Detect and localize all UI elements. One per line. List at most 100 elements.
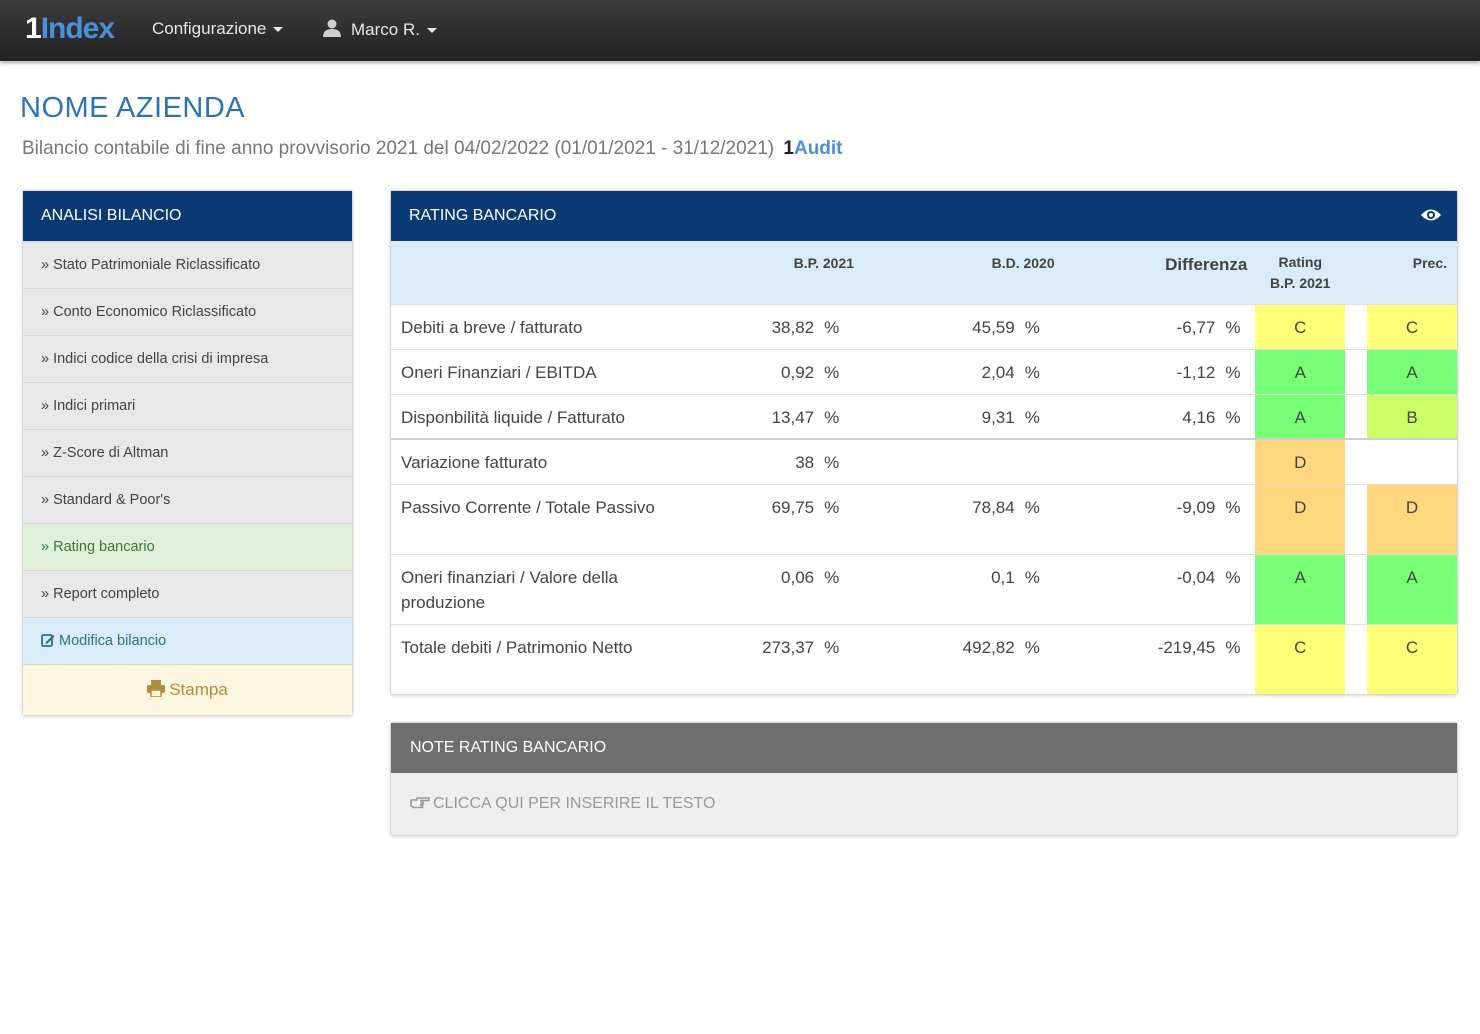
sidebar-item-z-score[interactable]: » Z-Score di Altman bbox=[23, 429, 352, 476]
table-row: Oneri Finanziari / EBITDA 0,92 % 2,04 % … bbox=[391, 348, 1457, 394]
row-diff-value: -0,04 bbox=[1062, 553, 1224, 624]
top-navbar: 1Index Configurazione Marco R. bbox=[0, 0, 1480, 61]
config-menu[interactable]: Configurazione bbox=[152, 19, 284, 39]
edit-icon bbox=[41, 634, 55, 647]
row-label: Passivo Corrente / Totale Passivo bbox=[391, 483, 657, 554]
row-bp-value: 38 bbox=[656, 438, 823, 484]
row-diff-value bbox=[1062, 438, 1224, 484]
table-row: Oneri finanziari / Valore della produzio… bbox=[391, 553, 1457, 624]
row-diff-unit: % bbox=[1223, 303, 1256, 349]
eye-icon[interactable] bbox=[1421, 208, 1441, 222]
row-gap bbox=[1345, 438, 1368, 484]
row-label: Debiti a breve / fatturato bbox=[391, 303, 657, 349]
row-bd-value: 0,1 bbox=[862, 553, 1023, 624]
row-prec-grade: A bbox=[1367, 553, 1457, 624]
row-label: Oneri finanziari / Valore della produzio… bbox=[391, 553, 657, 624]
row-bp-unit: % bbox=[822, 553, 863, 624]
user-menu[interactable]: Marco R. bbox=[323, 19, 437, 40]
sidebar-item-standard-poors[interactable]: » Standard & Poor's bbox=[23, 476, 352, 523]
print-label: Stampa bbox=[169, 680, 228, 699]
sidebar-item-rating-bancario[interactable]: » Rating bancario bbox=[23, 523, 352, 570]
row-bd-value bbox=[862, 438, 1023, 484]
row-bp-value: 0,06 bbox=[656, 553, 823, 624]
row-bd-unit: % bbox=[1022, 483, 1063, 554]
row-label: Totale debiti / Patrimonio Netto bbox=[391, 623, 657, 694]
hand-pointer-icon bbox=[410, 797, 430, 809]
row-bp-unit: % bbox=[822, 623, 863, 694]
note-text-placeholder[interactable]: CLICCA QUI PER INSERIRE IL TESTO bbox=[391, 773, 1457, 813]
row-rating-grade: A bbox=[1255, 348, 1346, 394]
audit-logo-word: Audit bbox=[793, 138, 843, 159]
row-rating-grade: A bbox=[1255, 393, 1346, 439]
sidebar-item-report-completo[interactable]: » Report completo bbox=[23, 570, 352, 617]
row-diff-value: -6,77 bbox=[1062, 303, 1224, 349]
edit-balance-button[interactable]: Modifica bilancio bbox=[23, 617, 352, 664]
row-prec-grade: C bbox=[1367, 303, 1457, 349]
config-menu-label: Configurazione bbox=[152, 19, 267, 38]
row-prec-grade bbox=[1367, 438, 1457, 484]
row-label: Disponbilità liquide / Fatturato bbox=[391, 393, 657, 439]
header-rating-line1: Rating bbox=[1278, 254, 1323, 270]
rating-table: B.P. 2021 B.D. 2020 Differenza Rating B.P… bbox=[391, 241, 1457, 694]
row-bp-value: 13,47 bbox=[656, 393, 823, 439]
row-diff-value: -9,09 bbox=[1062, 483, 1224, 554]
sidebar-item-conto-economico[interactable]: » Conto Economico Riclassificato bbox=[23, 288, 352, 335]
analysis-sidebar: ANALISI BILANCIO » Stato Patrimoniale Ri… bbox=[22, 190, 353, 716]
row-diff-unit: % bbox=[1223, 553, 1256, 624]
user-icon bbox=[323, 19, 341, 37]
table-row: Passivo Corrente / Totale Passivo 69,75 … bbox=[391, 483, 1457, 554]
table-row: Variazione fatturato 38 % D bbox=[391, 438, 1457, 484]
edit-balance-label: Modifica bilancio bbox=[59, 633, 167, 649]
row-gap bbox=[1345, 623, 1368, 694]
row-gap bbox=[1345, 553, 1368, 624]
header-gap bbox=[1345, 241, 1367, 304]
row-rating-grade: D bbox=[1255, 483, 1346, 554]
row-diff-unit: % bbox=[1223, 623, 1256, 694]
row-bd-unit: % bbox=[1022, 553, 1063, 624]
row-diff-value: -219,45 bbox=[1062, 623, 1224, 694]
caret-down-icon bbox=[273, 27, 284, 33]
sidebar-item-indici-primari[interactable]: » Indici primari bbox=[23, 382, 352, 429]
row-diff-value: 4,16 bbox=[1062, 393, 1224, 439]
note-panel-title: NOTE RATING BANCARIO bbox=[391, 723, 1457, 773]
brand-logo[interactable]: 1Index bbox=[25, 12, 115, 46]
row-bd-value: 78,84 bbox=[862, 483, 1023, 554]
table-row: Debiti a breve / fatturato 38,82 % 45,59… bbox=[391, 303, 1457, 349]
rating-panel: RATING BANCARIO B.P. 2021 B.D. 2020 Diff… bbox=[390, 190, 1458, 695]
user-menu-label: Marco R. bbox=[351, 20, 420, 39]
sidebar-title: ANALISI BILANCIO bbox=[23, 191, 352, 241]
row-rating-grade: A bbox=[1255, 553, 1346, 624]
row-gap bbox=[1345, 303, 1368, 349]
header-rating-line2: B.P. 2021 bbox=[1270, 275, 1331, 291]
row-gap bbox=[1345, 393, 1368, 439]
row-bp-value: 38,82 bbox=[656, 303, 823, 349]
row-bd-unit: % bbox=[1022, 623, 1063, 694]
balance-subtitle: Bilancio contabile di fine anno provviso… bbox=[22, 138, 843, 160]
row-bp-value: 0,92 bbox=[656, 348, 823, 394]
brand-logo-word: Index bbox=[40, 12, 115, 45]
print-button[interactable]: Stampa bbox=[23, 664, 352, 715]
note-placeholder-text: CLICCA QUI PER INSERIRE IL TESTO bbox=[433, 795, 716, 812]
print-icon bbox=[147, 680, 166, 697]
row-bd-unit bbox=[1022, 438, 1063, 484]
header-bp-2021: B.P. 2021 bbox=[793, 255, 855, 271]
row-prec-grade: A bbox=[1367, 348, 1457, 394]
row-prec-grade: B bbox=[1367, 393, 1457, 439]
row-bp-unit: % bbox=[822, 483, 863, 554]
row-gap bbox=[1345, 348, 1368, 394]
page-title: NOME AZIENDA bbox=[20, 92, 246, 124]
row-diff-unit bbox=[1223, 438, 1256, 484]
audit-logo[interactable]: 1Audit bbox=[783, 138, 842, 159]
row-bd-value: 45,59 bbox=[862, 303, 1023, 349]
row-bp-unit: % bbox=[822, 303, 863, 349]
row-diff-unit: % bbox=[1223, 393, 1256, 439]
table-row: Totale debiti / Patrimonio Netto 273,37 … bbox=[391, 623, 1457, 694]
row-label: Oneri Finanziari / EBITDA bbox=[391, 348, 657, 394]
sidebar-item-stato-patrimoniale[interactable]: » Stato Patrimoniale Riclassificato bbox=[23, 241, 352, 288]
row-bd-value: 9,31 bbox=[862, 393, 1023, 439]
row-bp-value: 273,37 bbox=[656, 623, 823, 694]
row-rating-grade: C bbox=[1255, 303, 1346, 349]
note-panel: NOTE RATING BANCARIO CLICCA QUI PER INSE… bbox=[390, 722, 1458, 836]
row-label: Variazione fatturato bbox=[391, 438, 657, 484]
sidebar-item-indici-crisi[interactable]: » Indici codice della crisi di impresa bbox=[23, 335, 352, 382]
